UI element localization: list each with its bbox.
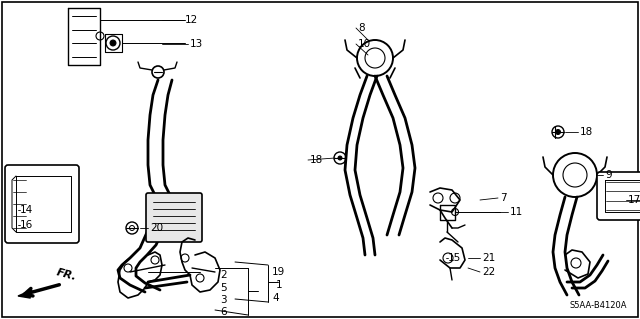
Text: 11: 11: [510, 207, 524, 217]
FancyBboxPatch shape: [5, 165, 79, 243]
Text: S5AA-B4120A: S5AA-B4120A: [570, 300, 627, 309]
Text: 5: 5: [220, 283, 227, 293]
Text: 8: 8: [358, 23, 365, 33]
Text: 9: 9: [605, 170, 612, 180]
Text: 13: 13: [190, 39, 204, 49]
Circle shape: [110, 40, 116, 46]
Text: 16: 16: [20, 220, 33, 230]
Text: 4: 4: [272, 293, 278, 303]
Text: 19: 19: [272, 267, 285, 277]
Text: 18: 18: [310, 155, 323, 165]
Text: 18: 18: [580, 127, 593, 137]
Text: 14: 14: [20, 205, 33, 215]
Text: 22: 22: [482, 267, 495, 277]
Text: 10: 10: [358, 39, 371, 49]
Text: 21: 21: [482, 253, 495, 263]
Text: 2: 2: [220, 270, 227, 280]
FancyBboxPatch shape: [146, 193, 202, 242]
Text: 7: 7: [500, 193, 507, 203]
Text: FR.: FR.: [55, 267, 77, 282]
Polygon shape: [18, 290, 32, 298]
Text: 20: 20: [150, 223, 163, 233]
Text: 12: 12: [185, 15, 198, 25]
Text: 6: 6: [220, 307, 227, 317]
Circle shape: [556, 130, 561, 135]
Circle shape: [338, 156, 342, 160]
FancyBboxPatch shape: [597, 172, 640, 220]
Text: 17: 17: [628, 195, 640, 205]
Text: 15: 15: [448, 253, 461, 263]
Text: 1: 1: [276, 280, 283, 290]
Text: 3: 3: [220, 295, 227, 305]
